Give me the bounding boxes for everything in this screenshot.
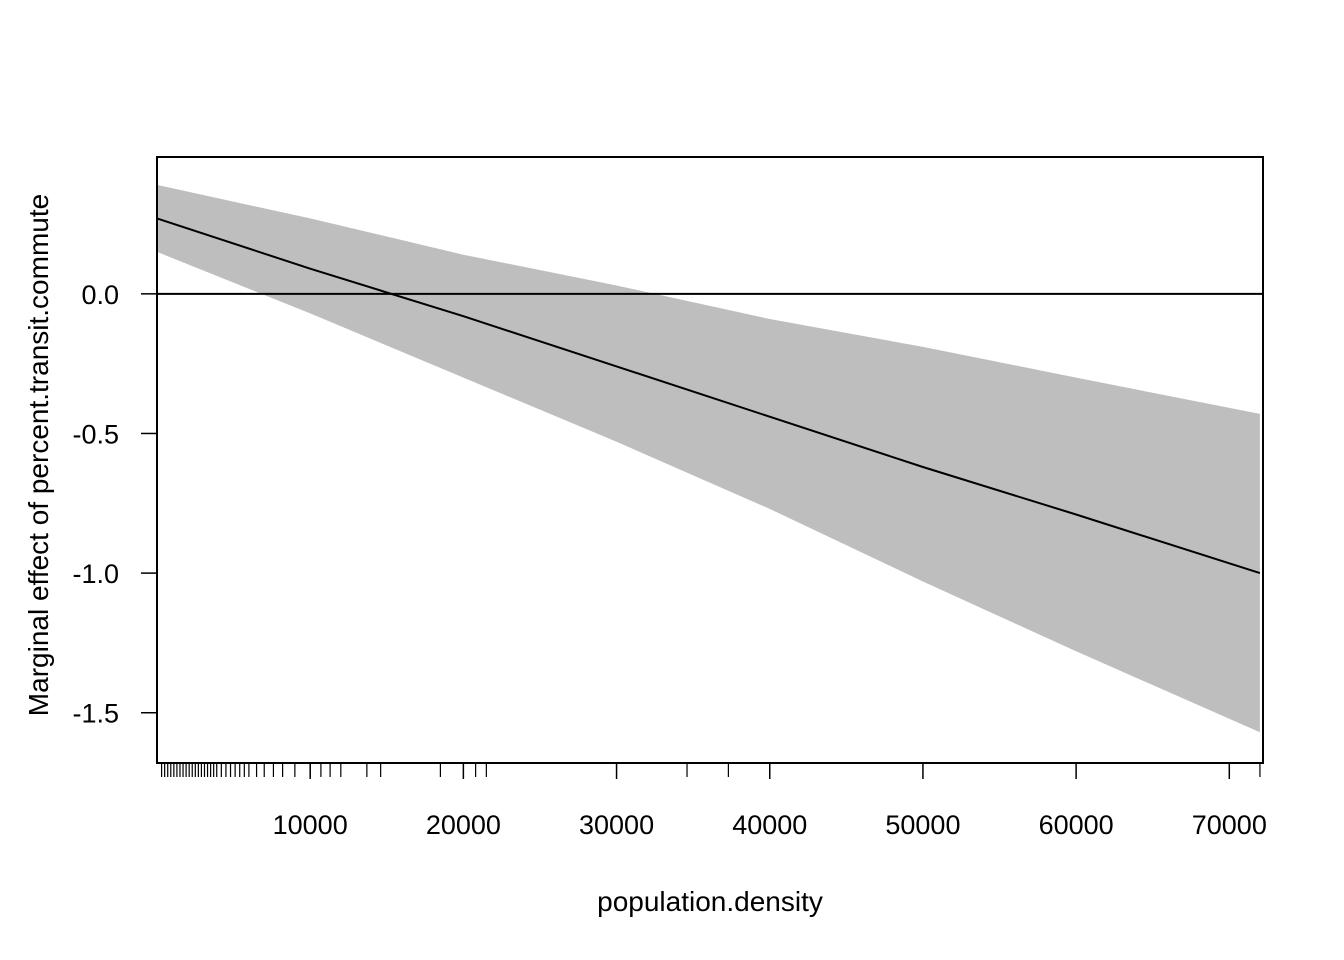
plot-area <box>156 184 1263 733</box>
y-axis: -1.5 -1.0 -0.5 0.0 <box>72 280 157 729</box>
confidence-band <box>157 184 1260 733</box>
x-axis: 10000 20000 30000 40000 50000 60000 70000 <box>273 763 1267 840</box>
x-tick-label: 70000 <box>1192 810 1267 840</box>
y-tick-label: -1.5 <box>72 699 119 729</box>
x-tick-label: 40000 <box>732 810 807 840</box>
rug-marks <box>160 763 1261 777</box>
x-tick-label: 30000 <box>579 810 654 840</box>
x-tick-label: 60000 <box>1039 810 1114 840</box>
plot-frame <box>156 156 1264 764</box>
x-tick-label: 20000 <box>426 810 501 840</box>
y-tick-label: -0.5 <box>72 419 119 449</box>
y-tick-label: 0.0 <box>81 280 119 310</box>
y-tick-label: -1.0 <box>72 559 119 589</box>
marginal-effect-line <box>156 217 1261 575</box>
x-tick-label: 10000 <box>273 810 348 840</box>
y-axis-title: Marginal effect of percent.transit.commu… <box>23 194 54 716</box>
x-tick-label: 50000 <box>885 810 960 840</box>
x-axis-title: population.density <box>597 886 823 917</box>
